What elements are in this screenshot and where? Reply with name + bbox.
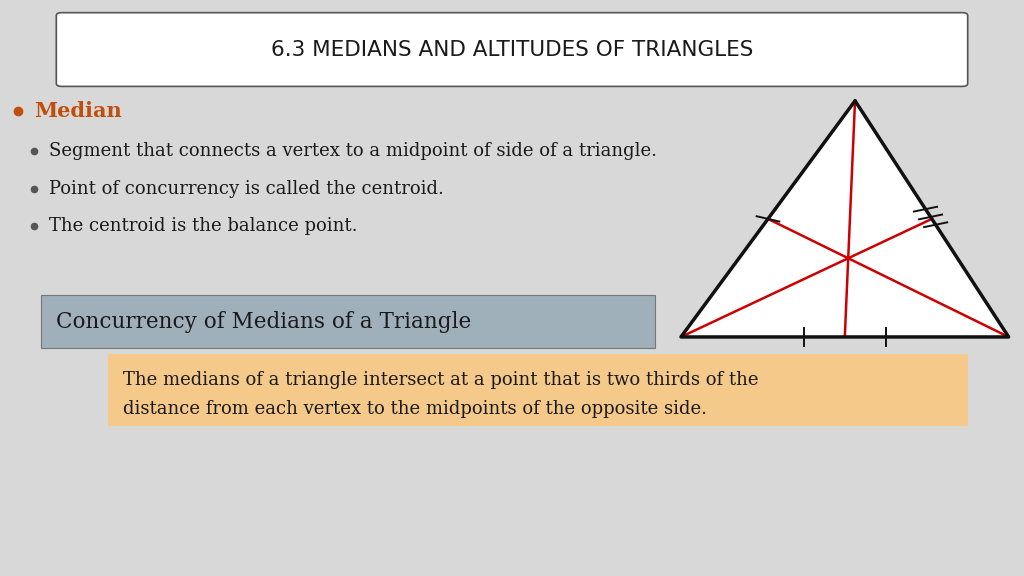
FancyBboxPatch shape: [41, 295, 655, 348]
Text: Point of concurrency is called the centroid.: Point of concurrency is called the centr…: [49, 180, 444, 198]
Text: distance from each vertex to the midpoints of the opposite side.: distance from each vertex to the midpoin…: [123, 400, 707, 418]
Text: The medians of a triangle intersect at a point that is two thirds of the: The medians of a triangle intersect at a…: [123, 371, 759, 389]
Text: Concurrency of Medians of a Triangle: Concurrency of Medians of a Triangle: [56, 311, 472, 333]
Text: 6.3 MEDIANS AND ALTITUDES OF TRIANGLES: 6.3 MEDIANS AND ALTITUDES OF TRIANGLES: [270, 40, 754, 59]
FancyBboxPatch shape: [56, 13, 968, 86]
FancyBboxPatch shape: [108, 354, 968, 426]
Text: The centroid is the balance point.: The centroid is the balance point.: [49, 217, 357, 235]
Text: Median: Median: [34, 101, 122, 120]
Polygon shape: [681, 101, 1009, 337]
Text: Segment that connects a vertex to a midpoint of side of a triangle.: Segment that connects a vertex to a midp…: [49, 142, 657, 160]
